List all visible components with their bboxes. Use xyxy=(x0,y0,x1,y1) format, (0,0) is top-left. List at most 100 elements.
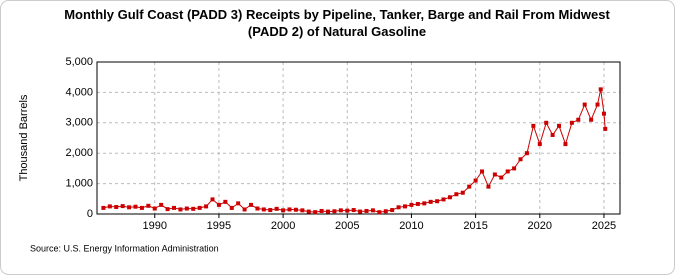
data-point xyxy=(598,87,603,92)
data-point xyxy=(216,202,221,207)
data-point xyxy=(261,207,266,212)
data-point xyxy=(480,169,485,174)
data-point xyxy=(223,199,228,204)
data-point xyxy=(409,202,414,207)
y-axis-label: Thousand Barrels xyxy=(18,94,30,181)
data-point xyxy=(377,210,382,215)
data-point xyxy=(569,120,574,125)
data-point xyxy=(589,117,594,122)
x-tick-label: 2000 xyxy=(271,220,295,232)
data-point xyxy=(435,199,440,204)
data-point xyxy=(159,202,164,207)
x-tick-label: 2020 xyxy=(528,220,552,232)
x-tick-label: 2015 xyxy=(463,220,487,232)
data-point xyxy=(422,201,427,206)
data-point xyxy=(172,205,177,210)
data-point xyxy=(524,151,529,156)
data-point xyxy=(499,175,504,180)
data-point xyxy=(197,205,202,210)
data-point xyxy=(319,208,324,213)
data-point xyxy=(351,208,356,213)
data-point xyxy=(139,205,144,210)
data-point xyxy=(557,123,562,128)
data-point xyxy=(396,205,401,210)
data-point xyxy=(326,209,331,214)
y-tick-label: 2,000 xyxy=(65,147,93,159)
data-point xyxy=(441,197,446,202)
data-point xyxy=(107,204,112,209)
y-tick-label: 5,000 xyxy=(65,56,93,68)
chart-title: Monthly Gulf Coast (PADD 3) Receipts by … xyxy=(64,7,610,39)
data-point xyxy=(603,126,608,131)
data-point xyxy=(537,142,542,147)
x-tick-label: 2010 xyxy=(399,220,423,232)
data-point xyxy=(415,201,420,206)
data-point xyxy=(595,102,600,107)
data-point xyxy=(601,111,606,116)
data-point xyxy=(403,204,408,209)
data-point xyxy=(486,184,491,189)
data-point xyxy=(236,201,241,206)
data-point xyxy=(544,120,549,125)
data-point xyxy=(242,207,247,212)
data-point xyxy=(274,206,279,211)
data-point xyxy=(512,166,517,171)
y-tick-label: 3,000 xyxy=(65,117,93,129)
data-point xyxy=(114,205,119,210)
x-tick-label: 2005 xyxy=(335,220,359,232)
data-point xyxy=(505,169,510,174)
data-point xyxy=(358,209,363,214)
data-point xyxy=(287,207,292,212)
data-point xyxy=(133,204,138,209)
data-point xyxy=(255,206,260,211)
y-tick-label: 0 xyxy=(87,208,93,220)
data-point xyxy=(576,117,581,122)
data-point xyxy=(152,206,157,211)
data-point xyxy=(120,204,125,209)
data-point xyxy=(345,208,350,213)
data-point xyxy=(210,197,215,202)
y-tick-label: 1,000 xyxy=(65,178,93,190)
data-point xyxy=(370,208,375,213)
data-point xyxy=(178,207,183,212)
data-point xyxy=(306,209,311,214)
data-point xyxy=(428,199,433,204)
data-point xyxy=(281,208,286,213)
data-point xyxy=(229,205,234,210)
data-point xyxy=(184,206,189,211)
data-point xyxy=(165,207,170,212)
data-point xyxy=(191,206,196,211)
data-point xyxy=(127,205,132,210)
data-point xyxy=(447,195,452,200)
data-point xyxy=(101,205,106,210)
data-point xyxy=(146,203,151,208)
data-point xyxy=(518,157,523,162)
data-point xyxy=(338,208,343,213)
data-point xyxy=(313,210,318,215)
data-point xyxy=(300,208,305,213)
y-tick-label: 4,000 xyxy=(65,86,93,98)
data-point xyxy=(454,192,459,197)
data-point xyxy=(550,132,555,137)
data-point xyxy=(531,123,536,128)
plot-area xyxy=(96,61,621,215)
data-point xyxy=(383,209,388,214)
x-tick-label: 2025 xyxy=(592,220,616,232)
x-tick-label: 1995 xyxy=(207,220,231,232)
data-point xyxy=(293,207,298,212)
data-point xyxy=(332,209,337,214)
data-point xyxy=(563,142,568,147)
source-note: Source: U.S. Energy Information Administ… xyxy=(30,243,219,253)
data-point xyxy=(467,184,472,189)
data-point xyxy=(204,204,209,209)
data-point xyxy=(473,178,478,183)
data-point xyxy=(492,172,497,177)
x-tick-label: 1990 xyxy=(143,220,167,232)
data-point xyxy=(268,208,273,213)
data-point xyxy=(364,208,369,213)
data-point xyxy=(460,190,465,195)
data-point xyxy=(249,202,254,207)
data-point xyxy=(390,208,395,213)
